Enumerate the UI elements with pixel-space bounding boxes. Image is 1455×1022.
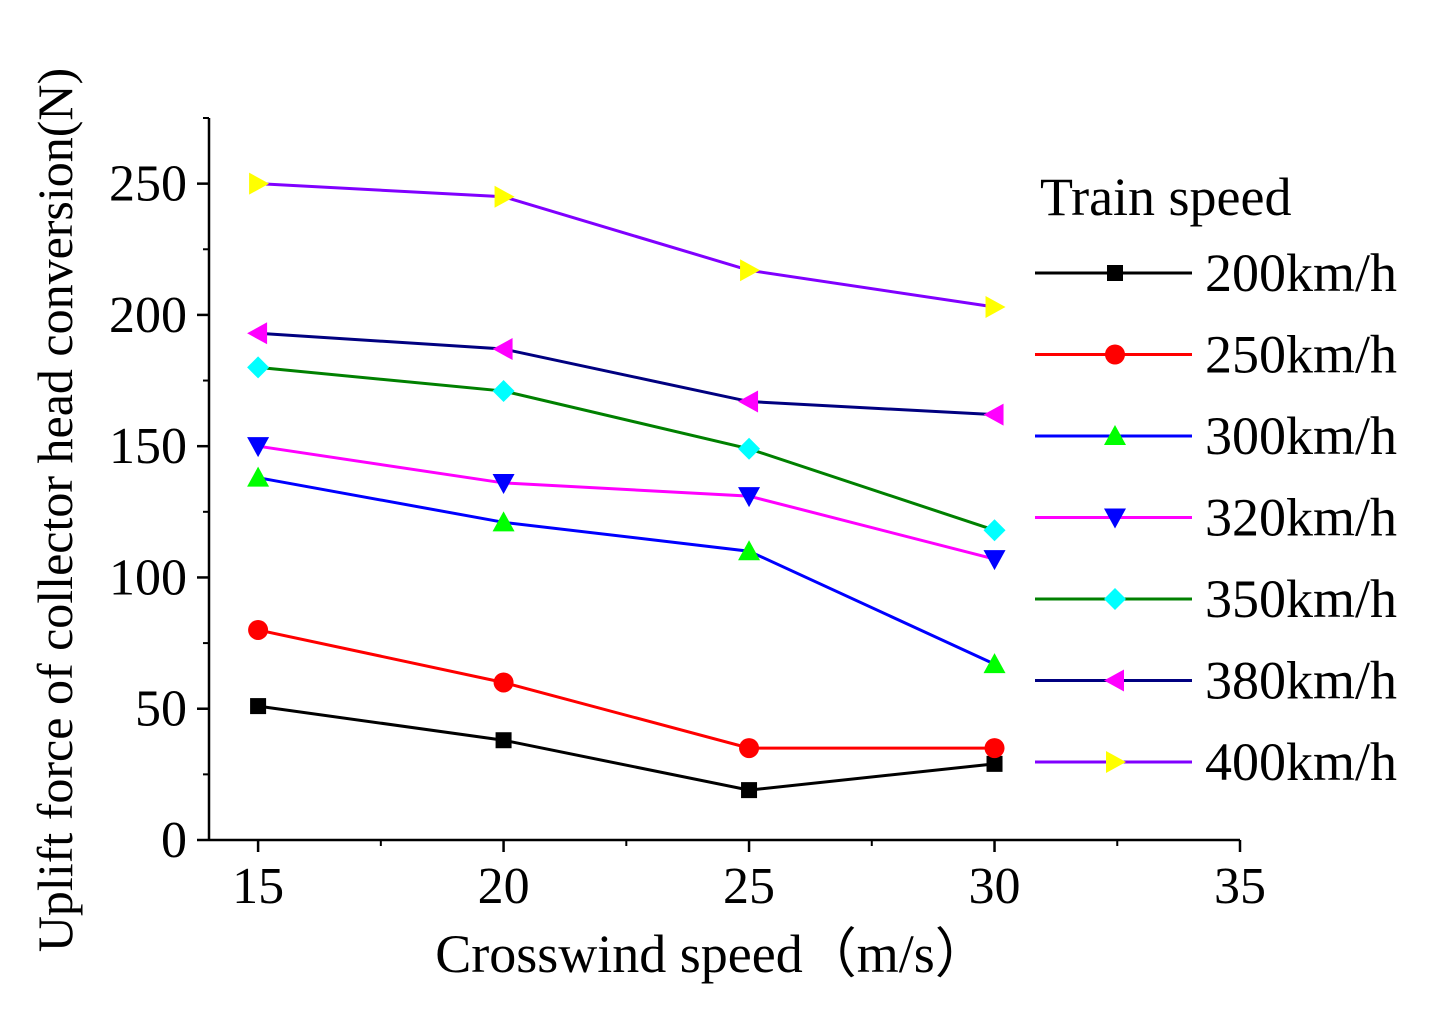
- legend-label-200kmh: 200km/h: [1205, 243, 1397, 303]
- data-point-200kmh: [495, 732, 512, 749]
- data-point-380kmh: [983, 403, 1004, 426]
- data-point-380kmh: [492, 338, 513, 361]
- legend-label-400kmh: 400km/h: [1205, 732, 1397, 792]
- series-300kmh: [247, 466, 1006, 674]
- series-line-380kmh: [257, 331, 995, 417]
- legend-item-300kmh: 300km/h: [1035, 406, 1397, 466]
- legend-marker-320kmh: [1104, 508, 1126, 529]
- data-point-400kmh: [985, 296, 1006, 319]
- y-tick-label: 100: [109, 549, 187, 606]
- data-point-300kmh: [738, 540, 761, 561]
- axes: 0 50 100 150 200 250 15 20 25 30 35: [109, 117, 1266, 915]
- legend-label-250kmh: 250km/h: [1205, 325, 1397, 385]
- series-line-250kmh: [257, 628, 995, 750]
- data-point-320kmh: [247, 437, 270, 458]
- series-320kmh: [247, 437, 1006, 571]
- data-point-200kmh: [250, 698, 267, 715]
- legend-marker-350kmh: [1104, 588, 1126, 610]
- data-point-200kmh: [741, 782, 758, 799]
- data-point-300kmh: [492, 511, 515, 532]
- x-tick-label: 35: [1214, 858, 1266, 915]
- legend-marker-380kmh: [1104, 669, 1124, 692]
- series-line-320kmh: [257, 444, 995, 561]
- legend-item-320kmh: 320km/h: [1035, 488, 1397, 548]
- legend-title: Train speed: [1040, 167, 1292, 227]
- data-point-250kmh: [984, 738, 1005, 759]
- series-350kmh: [247, 356, 1006, 542]
- series-line-300kmh: [257, 476, 996, 666]
- data-point-300kmh: [983, 653, 1006, 674]
- legend-label-300kmh: 300km/h: [1205, 406, 1397, 466]
- data-point-400kmh: [494, 185, 515, 208]
- data-point-350kmh: [247, 356, 270, 379]
- x-tick-label: 15: [232, 858, 284, 915]
- y-tick-label: 50: [135, 681, 187, 738]
- y-tick-label: 150: [109, 418, 187, 475]
- legend-marker-200kmh: [1107, 265, 1123, 281]
- legend-marker-250kmh: [1105, 344, 1125, 365]
- x-tick-label: 30: [969, 858, 1021, 915]
- data-point-400kmh: [249, 172, 270, 195]
- legend-item-350kmh: 350km/h: [1035, 569, 1397, 629]
- y-tick-label: 200: [109, 287, 187, 344]
- y-tick-label: 0: [161, 812, 187, 869]
- series-250kmh: [248, 619, 1005, 759]
- legend: 200km/h 250km/h 300km/h 320km/h 350km/h 380km…: [1035, 243, 1397, 792]
- x-axis-label: Crosswind speed（m/s）: [435, 924, 989, 984]
- data-point-350kmh: [738, 437, 761, 460]
- x-tick-label: 20: [478, 858, 530, 915]
- legend-label-320kmh: 320km/h: [1205, 488, 1397, 548]
- data-point-250kmh: [248, 619, 269, 640]
- series-layer: [247, 172, 1006, 799]
- data-point-300kmh: [247, 466, 270, 487]
- data-point-250kmh: [739, 738, 760, 759]
- legend-item-200kmh: 200km/h: [1035, 243, 1397, 303]
- x-tick-label: 25: [723, 858, 775, 915]
- data-point-250kmh: [493, 672, 514, 693]
- series-line-400kmh: [258, 182, 995, 309]
- legend-marker-400kmh: [1106, 751, 1126, 773]
- series-400kmh: [249, 172, 1006, 319]
- legend-label-380kmh: 380km/h: [1205, 651, 1397, 711]
- data-point-380kmh: [738, 390, 759, 413]
- data-point-400kmh: [740, 259, 761, 282]
- y-axis-label: Uplift force of collector head conversio…: [27, 68, 83, 952]
- legend-item-400kmh: 400km/h: [1035, 732, 1397, 792]
- data-point-380kmh: [247, 322, 268, 345]
- series-line-350kmh: [257, 365, 995, 532]
- legend-marker-300kmh: [1104, 425, 1126, 445]
- data-point-320kmh: [983, 550, 1006, 571]
- series-200kmh: [250, 698, 1003, 799]
- data-point-200kmh: [986, 755, 1003, 772]
- series-380kmh: [247, 322, 1004, 426]
- data-point-350kmh: [983, 519, 1006, 542]
- series-line-200kmh: [257, 704, 995, 792]
- y-tick-label: 250: [109, 156, 187, 213]
- data-point-320kmh: [738, 487, 761, 508]
- data-point-350kmh: [492, 380, 515, 403]
- legend-label-350kmh: 350km/h: [1205, 569, 1397, 629]
- legend-item-250kmh: 250km/h: [1035, 325, 1397, 385]
- legend-item-380kmh: 380km/h: [1035, 651, 1397, 711]
- data-point-320kmh: [492, 473, 515, 494]
